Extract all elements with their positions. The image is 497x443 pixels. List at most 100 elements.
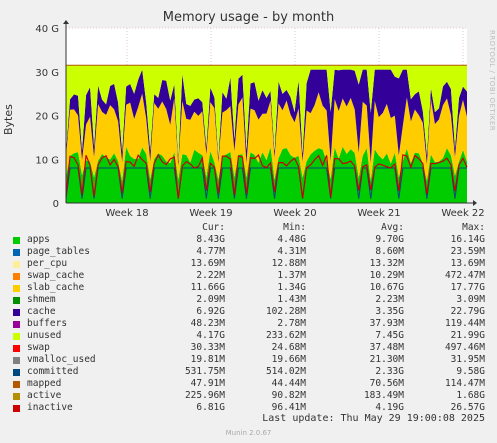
legend-header-avg: Avg:: [381, 222, 404, 233]
legend-avg-value: 4.19G: [375, 402, 404, 413]
legend-series-name: per_cpu: [27, 258, 68, 269]
legend-swatch: [13, 369, 20, 376]
legend-cur-value: 47.91M: [190, 378, 225, 389]
legend-swatch: [13, 273, 20, 280]
x-tick-label: Week 22: [441, 208, 484, 219]
legend-max-value: 23.59M: [450, 246, 485, 257]
legend-series-name: slab_cache: [27, 282, 85, 293]
legend-cur-value: 6.92G: [196, 306, 225, 317]
legend-series-name: vmalloc_used: [27, 354, 96, 365]
legend-cur-value: 2.09M: [196, 294, 225, 305]
legend-avg-value: 21.30M: [369, 354, 404, 365]
legend-max-value: 21.99G: [450, 330, 485, 341]
legend-min-value: 96.41M: [271, 402, 306, 413]
area-slab_cache: [66, 92, 467, 181]
y-tick-label: 40 G: [35, 24, 59, 35]
legend-row: inactive 6.81G 96.41M 4.19G 26.57G: [0, 402, 497, 414]
legend-avg-value: 70.56M: [369, 378, 404, 389]
legend-swatch: [13, 405, 20, 412]
legend-header-min: Min:: [283, 222, 306, 233]
legend-row: swap 30.33M 24.68M 37.48M 497.46M: [0, 342, 497, 354]
legend-min-value: 24.68M: [271, 342, 306, 353]
legend-cur-value: 531.75M: [184, 366, 225, 377]
legend-avg-value: 8.60M: [375, 246, 404, 257]
chart-title: Memory usage - by month: [162, 10, 335, 25]
legend-series-name: inactive: [27, 402, 73, 413]
legend-max-value: 1.68G: [456, 390, 485, 401]
legend-min-value: 19.66M: [271, 354, 306, 365]
legend-min-value: 12.88M: [271, 258, 306, 269]
legend-cur-value: 4.17G: [196, 330, 225, 341]
legend-min-value: 2.78M: [277, 318, 306, 329]
legend-swatch: [13, 357, 20, 364]
legend-cur-value: 11.66G: [190, 282, 225, 293]
legend-min-value: 4.31M: [277, 246, 306, 257]
legend-swatch: [13, 249, 20, 256]
legend-max-value: 17.77G: [450, 282, 485, 293]
legend-series-name: mapped: [27, 378, 62, 389]
legend-max-value: 497.46M: [444, 342, 485, 353]
x-axis-arrow: [473, 200, 477, 206]
legend-avg-value: 10.67G: [369, 282, 404, 293]
legend-avg-value: 37.93M: [369, 318, 404, 329]
x-tick-label: Week 20: [273, 208, 316, 219]
legend-avg-value: 7.45G: [375, 330, 404, 341]
legend-row: swap_cache 2.22M 1.37M 10.29M 472.47M: [0, 270, 497, 282]
legend-avg-value: 9.70G: [375, 234, 404, 245]
legend-cur-value: 13.69M: [190, 258, 225, 269]
legend-min-value: 1.34G: [277, 282, 306, 293]
legend-header-cur: Cur:: [202, 222, 225, 233]
legend-row: page_tables 4.77M 4.31M 8.60M 23.59M: [0, 246, 497, 258]
legend-row: buffers 48.23M 2.78M 37.93M 119.44M: [0, 318, 497, 330]
legend-swatch: [13, 297, 20, 304]
legend-max-value: 26.57G: [450, 402, 485, 413]
legend-cur-value: 2.22M: [196, 270, 225, 281]
legend-row: mapped 47.91M 44.44M 70.56M 114.47M: [0, 378, 497, 390]
legend-avg-value: 2.23M: [375, 294, 404, 305]
legend-min-value: 90.82M: [271, 390, 306, 401]
legend-series-name: shmem: [27, 294, 56, 305]
legend-cur-value: 19.81M: [190, 354, 225, 365]
legend-min-value: 102.28M: [265, 306, 306, 317]
legend-header-max: Max:: [462, 222, 485, 233]
legend-min-value: 233.62M: [265, 330, 306, 341]
y-tick-label: 20 G: [35, 112, 59, 123]
legend-cur-value: 30.33M: [190, 342, 225, 353]
legend-swatch: [13, 321, 20, 328]
legend-swatch: [13, 381, 20, 388]
legend-swatch: [13, 345, 20, 352]
area-unused: [66, 65, 467, 161]
y-tick-label: 30 G: [35, 68, 59, 79]
legend-cur-value: 8.43G: [196, 234, 225, 245]
legend-swatch: [13, 393, 20, 400]
legend-max-value: 119.44M: [444, 318, 485, 329]
legend-series-name: unused: [27, 330, 62, 341]
munin-version: Munin 2.0.67: [225, 429, 272, 437]
legend-avg-value: 183.49M: [363, 390, 404, 401]
legend-avg-value: 13.32M: [369, 258, 404, 269]
x-tick-label: Week 19: [189, 208, 232, 219]
legend-cur-value: 6.81G: [196, 402, 225, 413]
legend-series-name: swap: [27, 342, 50, 353]
legend-series-name: swap_cache: [27, 270, 85, 281]
legend-row: vmalloc_used 19.81M 19.66M 21.30M 31.95M: [0, 354, 497, 366]
area-cache: [66, 69, 467, 167]
legend-max-value: 13.69M: [450, 258, 485, 269]
legend-cur-value: 48.23M: [190, 318, 225, 329]
legend-min-value: 4.48G: [277, 234, 306, 245]
legend-row: shmem 2.09M 1.43M 2.23M 3.09M: [0, 294, 497, 306]
legend-min-value: 44.44M: [271, 378, 306, 389]
legend-row: slab_cache 11.66G 1.34G 10.67G 17.77G: [0, 282, 497, 294]
legend-swatch: [13, 285, 20, 292]
legend-avg-value: 2.33G: [375, 366, 404, 377]
legend-min-value: 514.02M: [265, 366, 306, 377]
legend-max-value: 22.79G: [450, 306, 485, 317]
legend-row: committed 531.75M 514.02M 2.33G 9.58G: [0, 366, 497, 378]
legend-cur-value: 4.77M: [196, 246, 225, 257]
legend-series-name: apps: [27, 234, 50, 245]
legend-series-name: active: [27, 390, 62, 401]
legend-min-value: 1.43M: [277, 294, 306, 305]
legend-max-value: 472.47M: [444, 270, 485, 281]
legend-cur-value: 225.96M: [184, 390, 225, 401]
